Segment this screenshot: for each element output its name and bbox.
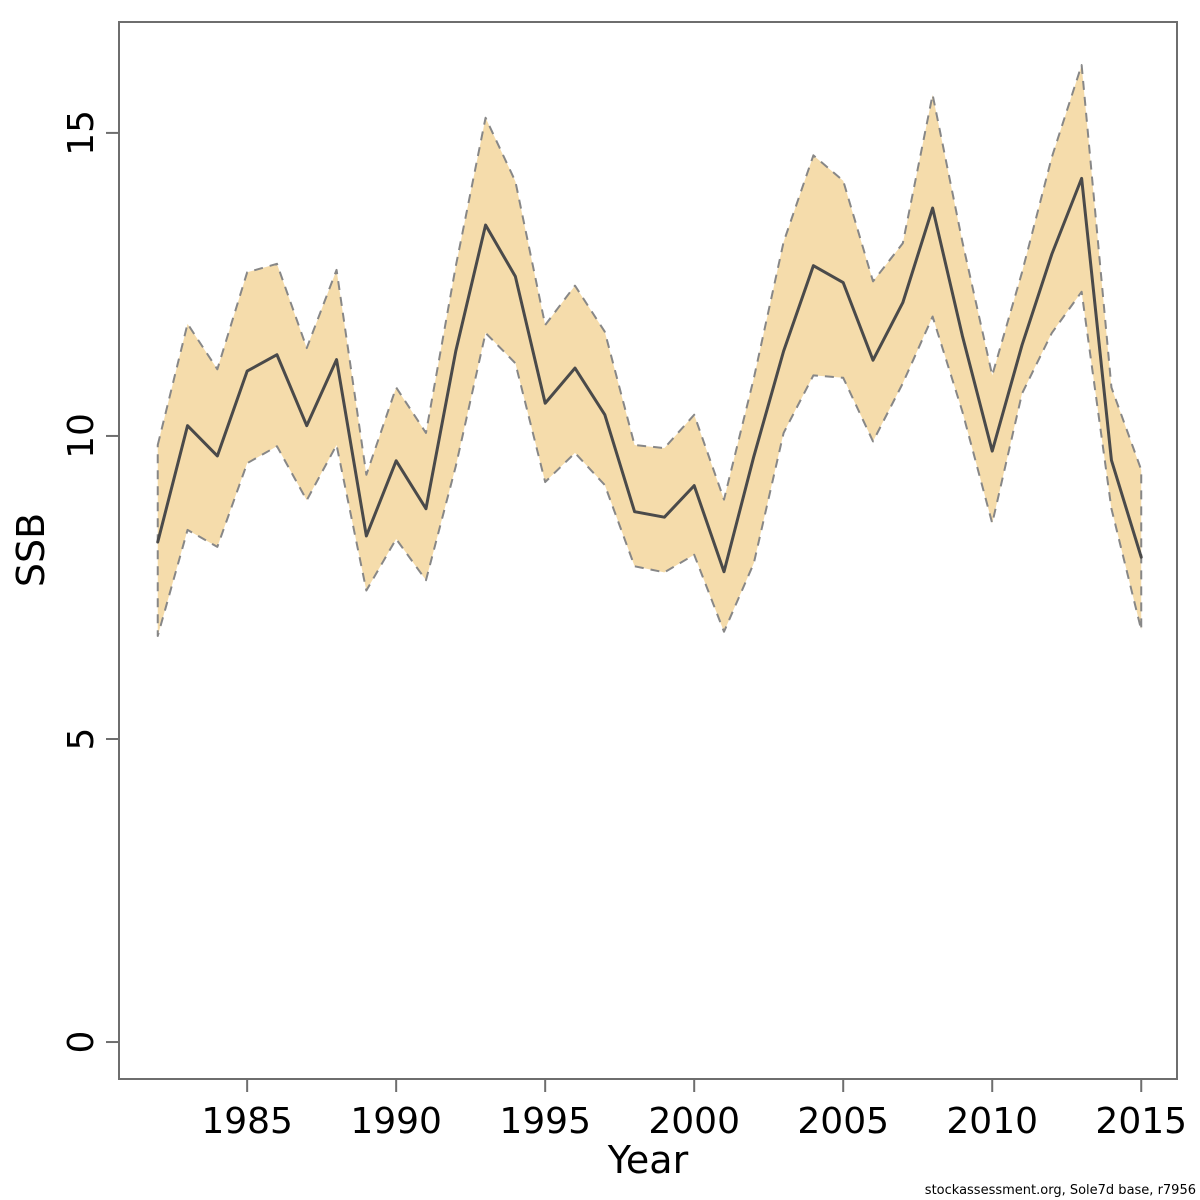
y-axis-tick-label: 15 bbox=[61, 110, 102, 156]
confidence-band bbox=[156, 64, 1143, 637]
y-axis-tick-label: 0 bbox=[61, 1031, 102, 1054]
y-axis-title: SSB bbox=[9, 513, 53, 587]
plot-frame bbox=[118, 21, 1178, 1080]
x-axis-tick-label: 1995 bbox=[499, 1101, 591, 1142]
x-axis-tick-label: 2000 bbox=[648, 1101, 740, 1142]
ssb-line bbox=[156, 176, 1143, 574]
x-axis-tick-label: 2005 bbox=[797, 1101, 889, 1142]
x-axis-tick-label: 1985 bbox=[201, 1101, 293, 1142]
y-axis-tick-label: 5 bbox=[61, 728, 102, 751]
x-axis-tick-label: 2015 bbox=[1095, 1101, 1187, 1142]
y-axis-tick-label: 10 bbox=[61, 413, 102, 459]
x-axis-tick-label: 2010 bbox=[946, 1101, 1038, 1142]
x-axis-title: Year bbox=[607, 1138, 689, 1182]
x-axis-tick-label: 1990 bbox=[350, 1101, 442, 1142]
attribution-text: stockassessment.org, Sole7d base, r7956 bbox=[925, 1183, 1196, 1198]
